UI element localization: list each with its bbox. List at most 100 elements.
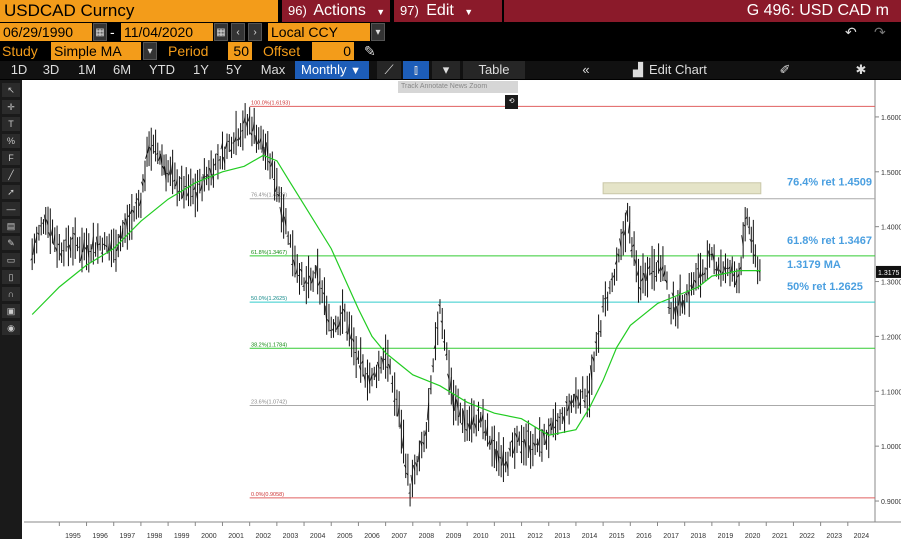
study-label: Study	[2, 43, 38, 59]
price-bar-open	[304, 279, 307, 284]
price-bar-open	[700, 272, 704, 277]
price-bar-open	[583, 399, 586, 403]
offset-input[interactable]: 0	[312, 42, 354, 60]
price-bar-open	[149, 146, 152, 152]
calendar-icon[interactable]: ▦	[93, 23, 107, 41]
actions-menu-button[interactable]: 96) Actions ▼	[282, 0, 390, 22]
pencil-icon[interactable]: ✎	[2, 236, 20, 250]
price-bar-open	[367, 375, 371, 385]
period-button-1d[interactable]: 1D	[10, 62, 28, 77]
price-bar-open	[284, 216, 287, 227]
price-bar-open	[714, 268, 717, 271]
period-button-1y[interactable]: 1Y	[193, 62, 209, 77]
fib-level-label: 38.2%(1.1784)	[251, 342, 287, 348]
period-button-ytd[interactable]: YTD	[149, 62, 175, 77]
price-bar-open	[250, 132, 253, 136]
dropdown-arrow-icon[interactable]: ▾	[371, 23, 385, 41]
price-bar-open	[494, 448, 498, 464]
chart-type-dropdown-icon[interactable]: ▾	[432, 61, 460, 79]
undo-icon[interactable]: ↶	[845, 24, 857, 40]
price-bar-open	[324, 305, 328, 323]
price-bar-open	[254, 135, 257, 145]
trash-icon[interactable]: ▯	[2, 270, 20, 284]
price-bar-open	[64, 239, 67, 241]
fibonacci-icon[interactable]: F	[2, 151, 20, 165]
x-tick-label: 2003	[283, 533, 299, 539]
collapse-icon[interactable]: «	[582, 62, 590, 77]
news-button[interactable]: News	[449, 83, 468, 90]
start-date-input[interactable]: 06/29/1990	[0, 23, 92, 41]
ticker-field[interactable]: USDCAD Curncy	[0, 0, 278, 22]
actions-label: Actions	[313, 2, 366, 19]
price-bar-open	[515, 433, 518, 439]
pointer-icon[interactable]: ↖	[2, 83, 20, 97]
crosshair-icon[interactable]: ✛	[2, 100, 20, 114]
price-bar-open	[120, 228, 124, 239]
price-bar-open	[673, 307, 677, 317]
table-button[interactable]: Table	[463, 61, 525, 79]
price-bar-open	[737, 273, 740, 278]
price-bar-open	[522, 440, 525, 443]
price-bar-open	[496, 450, 500, 464]
x-tick-label: 2008	[419, 533, 435, 539]
price-bar-open	[663, 269, 666, 277]
period-button-max[interactable]: Max	[260, 62, 286, 77]
period-button-3d[interactable]: 3D	[42, 62, 60, 77]
horizontal-line-icon[interactable]: ―	[2, 202, 20, 216]
moving-average-line	[31, 154, 761, 436]
price-bar-open	[745, 216, 748, 219]
eraser-icon[interactable]: ▭	[2, 253, 20, 267]
price-bar-open	[707, 250, 710, 258]
bar-chart-icon[interactable]: ⫾	[403, 61, 429, 79]
track-button[interactable]: Track	[401, 83, 419, 90]
price-bar-open	[386, 366, 389, 369]
dropdown-arrow-icon[interactable]: ▾	[143, 42, 157, 60]
price-bar-open	[469, 417, 473, 430]
trendline-icon[interactable]: ╱	[2, 168, 20, 182]
price-bar-open	[431, 365, 434, 368]
chevron-left-icon[interactable]: ‹	[231, 23, 245, 41]
pencil-icon[interactable]: ✎	[364, 43, 376, 59]
frequency-label: Monthly	[301, 62, 347, 77]
line-chart-icon[interactable]: ⟋	[377, 61, 401, 79]
arrow-icon[interactable]: ➚	[2, 185, 20, 199]
study-select[interactable]: Simple MA	[51, 42, 141, 60]
price-bar-open	[558, 416, 561, 419]
price-chart[interactable]: 1995 1996 1997 1998 1999 2000 2001 2002 2003 2004…	[0, 80, 901, 539]
redo-icon[interactable]: ↷	[874, 24, 886, 40]
gear-icon[interactable]: ✱	[855, 62, 867, 77]
edit-chart-button[interactable]: Edit Chart	[649, 62, 707, 77]
calendar-icon[interactable]: ▦	[214, 23, 228, 41]
price-bar-open	[166, 172, 169, 175]
period-input[interactable]: 50	[228, 42, 252, 60]
lock-icon[interactable]: ▣	[2, 304, 20, 318]
price-bar-open	[728, 266, 731, 270]
price-bar-open	[48, 232, 51, 238]
edit-menu-button[interactable]: 97) Edit ▼	[394, 0, 502, 22]
price-bar-open	[476, 409, 479, 412]
price-bar-open	[52, 234, 56, 245]
end-date-input[interactable]: 11/04/2020	[121, 23, 213, 41]
text-tool-icon[interactable]: T	[2, 117, 20, 131]
price-bar-open	[372, 372, 375, 376]
price-bar-open	[438, 304, 441, 307]
frequency-select[interactable]: Monthly ▼	[295, 61, 369, 79]
channel-icon[interactable]: ▤	[2, 219, 20, 233]
reset-button[interactable]: ⟲	[505, 95, 518, 109]
percent-icon[interactable]: %	[2, 134, 20, 148]
period-button-6m[interactable]: 6M	[112, 62, 132, 77]
annotate-icon[interactable]: ✐	[779, 62, 791, 77]
zoom-button[interactable]: Zoom	[469, 83, 488, 90]
y-tick-label: 1.5000	[881, 170, 901, 177]
magnet-icon[interactable]: ∩	[2, 287, 20, 301]
price-bar-open	[252, 121, 255, 132]
price-bar-open	[129, 209, 133, 214]
period-button-5y[interactable]: 5Y	[226, 62, 242, 77]
price-bar-open	[156, 152, 159, 155]
annotate-button[interactable]: Annotate	[419, 83, 448, 90]
eye-icon[interactable]: ◉	[2, 321, 20, 335]
currency-select[interactable]: Local CCY	[268, 23, 370, 41]
period-button-1m[interactable]: 1M	[77, 62, 97, 77]
chevron-right-icon[interactable]: ›	[248, 23, 262, 41]
price-bar-open	[424, 429, 427, 436]
